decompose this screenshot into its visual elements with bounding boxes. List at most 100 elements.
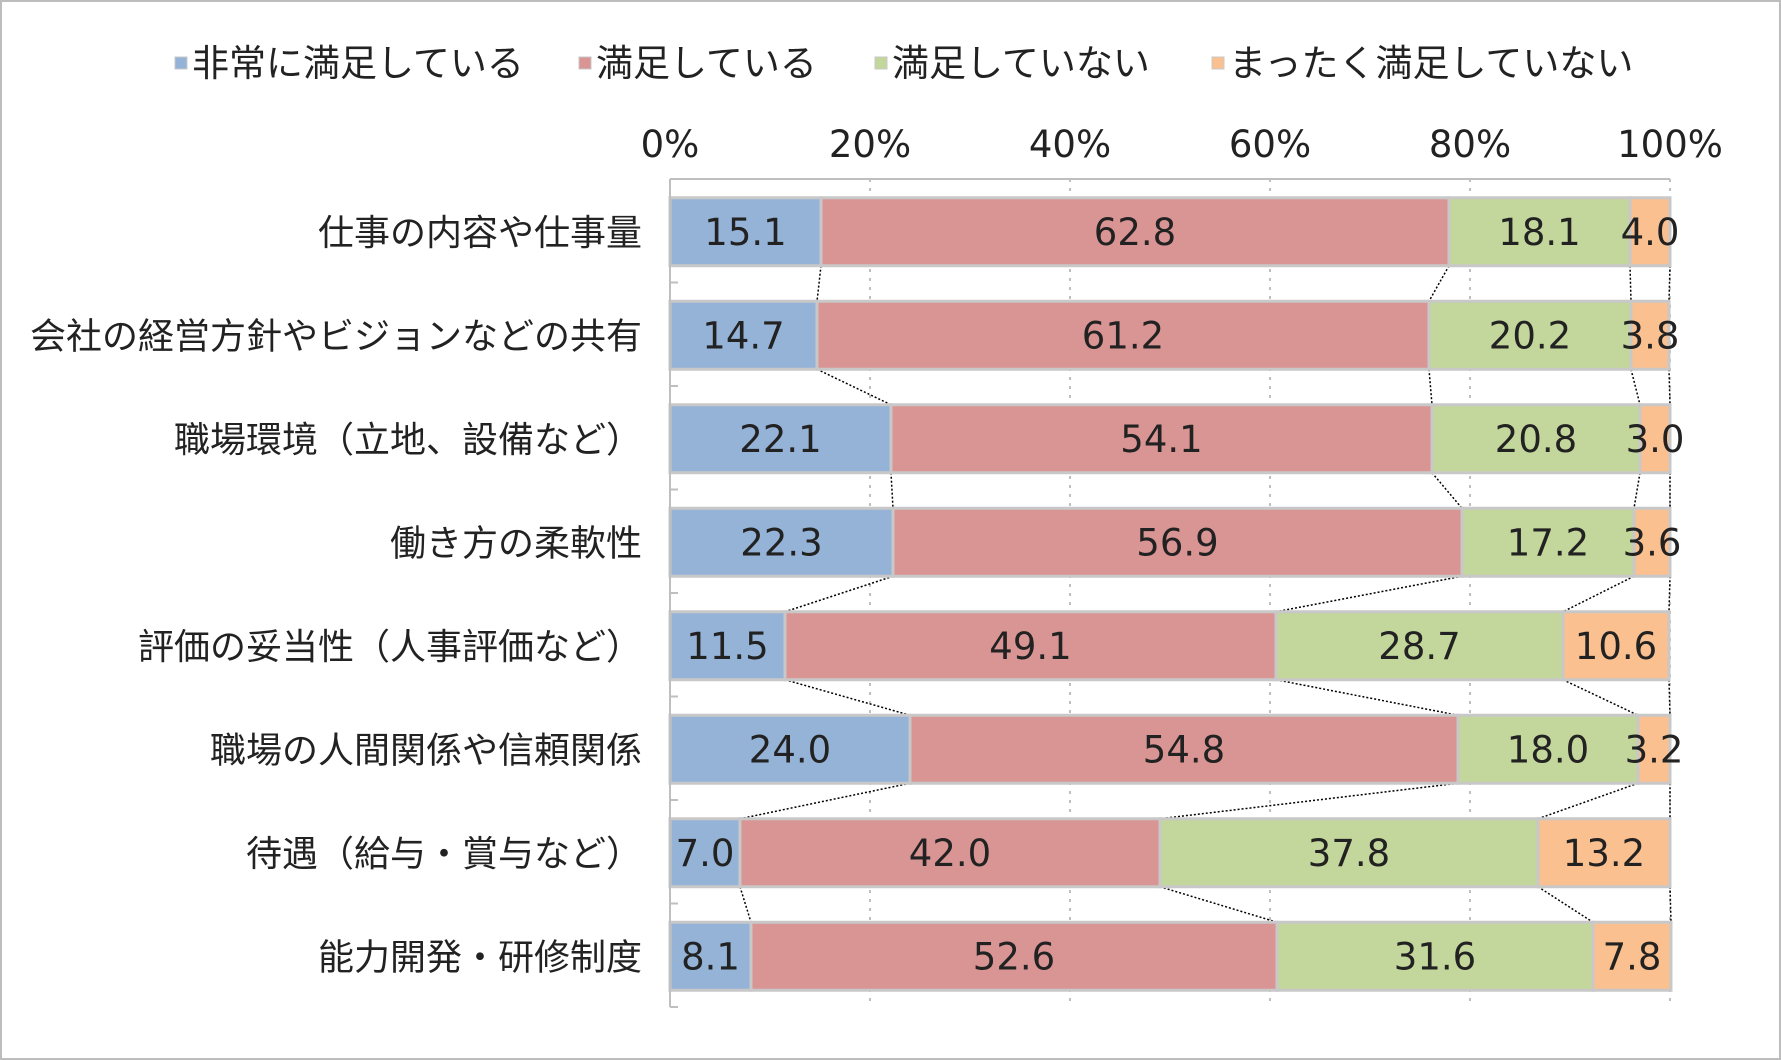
data-label: 4.0 xyxy=(1621,211,1680,254)
series-line xyxy=(784,575,894,613)
series-line xyxy=(890,472,894,509)
bar-segment xyxy=(1628,196,1672,268)
bar-segment xyxy=(1638,403,1672,475)
series-line xyxy=(1428,265,1450,302)
data-label: 62.8 xyxy=(1094,211,1176,254)
data-label: 54.8 xyxy=(1143,728,1225,771)
data-label: 3.0 xyxy=(1626,418,1685,461)
bar-segment xyxy=(1636,713,1672,785)
data-label: 18.0 xyxy=(1507,728,1589,771)
series-line xyxy=(1275,575,1463,613)
data-label: 14.7 xyxy=(702,314,784,357)
x-tick-label: 80% xyxy=(1429,123,1511,166)
x-tick-label: 20% xyxy=(829,123,911,166)
category-label: 待遇（給与・賞与など） xyxy=(246,834,642,875)
series-line xyxy=(1629,265,1632,302)
category-label: 仕事の内容や仕事量 xyxy=(318,213,642,254)
data-label: 22.1 xyxy=(739,418,821,461)
data-label: 56.9 xyxy=(1136,521,1218,564)
category-label: 会社の経営方針やビジョンなどの共有 xyxy=(30,316,642,357)
bars xyxy=(668,196,1673,992)
data-labels: 15.1 62.8 18.1 4.0 14.7 61.2 20.2 3.8 22.1 54.1 20… xyxy=(676,211,1685,979)
data-label: 31.6 xyxy=(1394,935,1476,978)
data-label: 20.8 xyxy=(1495,418,1577,461)
series-line xyxy=(739,782,911,820)
data-label: 37.8 xyxy=(1308,832,1390,875)
series-line xyxy=(1159,782,1459,820)
legend: 非常に満足している 満足している 満足していない まったく満足していない xyxy=(174,42,1633,85)
data-label: 7.8 xyxy=(1603,935,1662,978)
bar-segment xyxy=(783,610,1278,682)
series-line xyxy=(1669,886,1672,923)
bar-segment xyxy=(1632,506,1672,578)
x-axis: 0% 20% 40% 60% 80% 100% xyxy=(641,123,1723,1008)
x-tick-label: 0% xyxy=(641,123,700,166)
data-label: 3.2 xyxy=(1625,728,1684,771)
category-label: 能力開発・研修制度 xyxy=(318,937,642,978)
bar-segment xyxy=(749,920,1279,992)
category-label: 働き方の柔軟性 xyxy=(390,523,642,564)
series-line xyxy=(1562,679,1639,716)
series-line xyxy=(739,886,752,923)
data-label: 49.1 xyxy=(989,625,1071,668)
series-line xyxy=(1668,369,1671,405)
legend-swatch xyxy=(174,56,188,70)
data-label: 18.1 xyxy=(1498,211,1580,254)
series-line xyxy=(784,679,911,716)
series-line xyxy=(1537,782,1639,820)
legend-swatch xyxy=(1211,56,1225,70)
category-label: 職場環境（立地、設備など） xyxy=(174,420,642,461)
data-label: 11.5 xyxy=(686,625,768,668)
legend-label: まったく満足していない xyxy=(1229,42,1633,85)
category-label: 評価の妥当性（人事評価など） xyxy=(138,627,642,668)
bar-segment xyxy=(908,713,1460,785)
category-label: 職場の人間関係や信頼関係 xyxy=(210,730,642,771)
data-label: 22.3 xyxy=(740,521,822,564)
bar-segment xyxy=(738,817,1162,889)
data-label: 28.7 xyxy=(1378,625,1460,668)
data-label: 15.1 xyxy=(704,211,786,254)
data-label: 24.0 xyxy=(749,728,831,771)
data-label: 7.0 xyxy=(676,832,735,875)
legend-label: 満足している xyxy=(596,42,817,85)
series-lines xyxy=(739,265,1672,923)
series-line xyxy=(1668,679,1671,716)
data-label: 20.2 xyxy=(1489,314,1571,357)
series-line xyxy=(1431,472,1463,509)
bar-segment xyxy=(1561,610,1671,682)
data-label: 3.6 xyxy=(1623,521,1682,564)
legend-swatch xyxy=(874,56,888,70)
series-line xyxy=(1275,679,1459,716)
legend-swatch xyxy=(578,56,592,70)
series-line xyxy=(816,368,892,406)
data-label: 61.2 xyxy=(1082,314,1164,357)
series-line xyxy=(1668,265,1671,302)
series-line xyxy=(1668,576,1671,612)
data-label: 42.0 xyxy=(909,832,991,875)
bar-segment xyxy=(668,196,823,268)
series-line xyxy=(1159,886,1278,923)
legend-label: 満足していない xyxy=(892,42,1150,85)
bar-segment xyxy=(1430,403,1642,475)
series-line xyxy=(1630,369,1641,405)
bar-segment xyxy=(1427,299,1633,371)
data-label: 17.2 xyxy=(1507,521,1589,564)
bar-segment xyxy=(1447,196,1632,268)
data-label: 8.1 xyxy=(681,935,740,978)
data-label: 52.6 xyxy=(973,935,1055,978)
series-line xyxy=(1537,886,1594,923)
series-line xyxy=(816,265,822,302)
x-tick-label: 60% xyxy=(1229,123,1311,166)
bar-segment xyxy=(891,506,1464,578)
legend-label: 非常に満足している xyxy=(192,42,524,85)
bar-segment xyxy=(1591,920,1673,992)
bar-segment xyxy=(1275,920,1595,992)
series-line xyxy=(1633,472,1641,509)
x-tick-label: 100% xyxy=(1617,123,1723,166)
data-label: 13.2 xyxy=(1563,832,1645,875)
bar-segment xyxy=(1536,817,1672,889)
data-label: 10.6 xyxy=(1575,625,1657,668)
